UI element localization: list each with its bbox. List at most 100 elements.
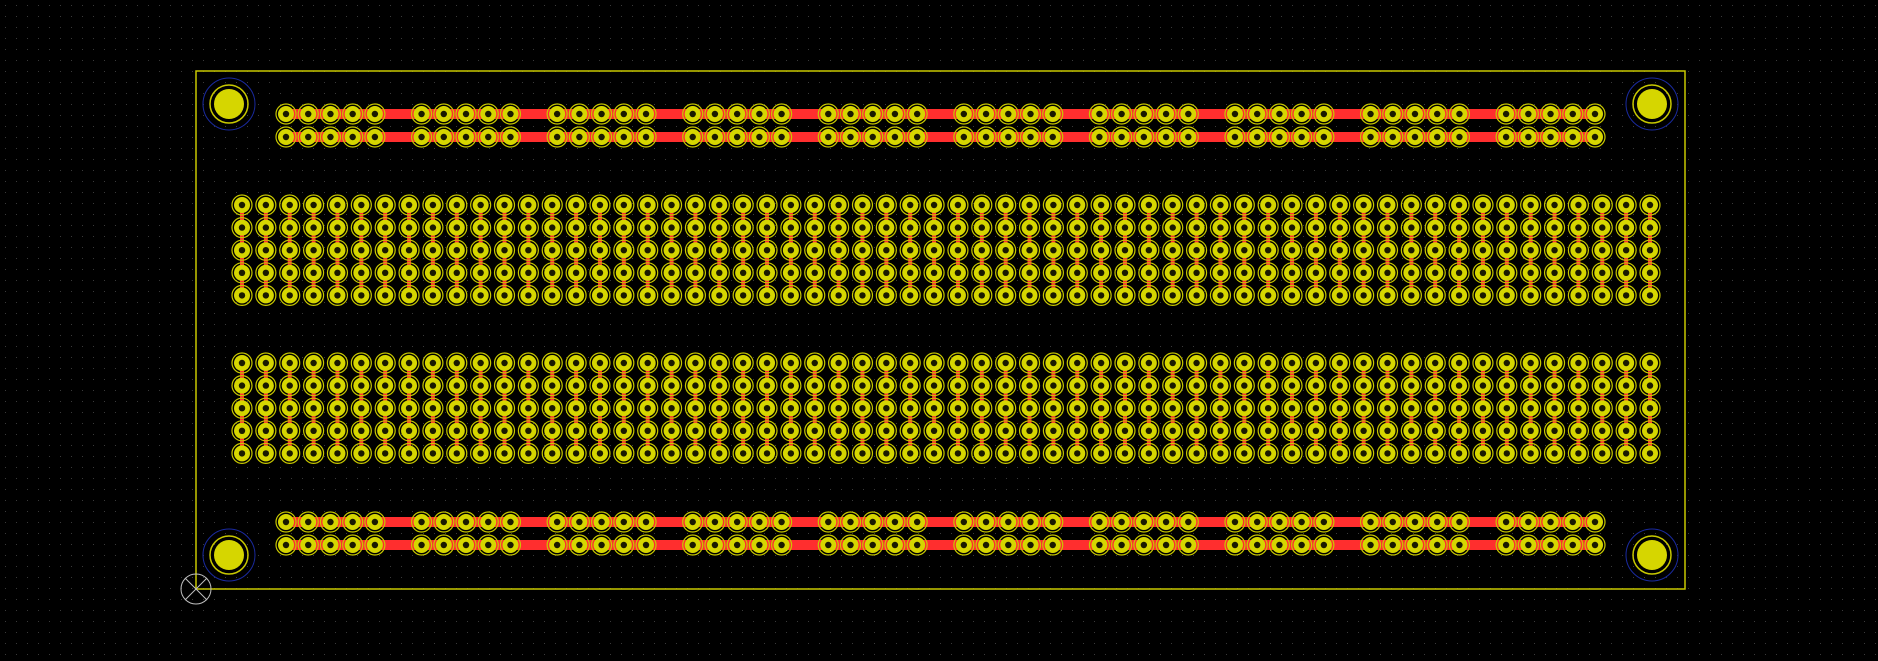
terminal-pad [1233, 284, 1255, 306]
terminal-pad [947, 352, 969, 374]
power-rail-pad [1313, 511, 1335, 533]
terminal-pad [851, 375, 874, 397]
terminal-pad [422, 397, 444, 419]
power-rail-pad [748, 534, 770, 556]
terminal-pad [255, 397, 277, 419]
power-rail-pad [704, 103, 726, 125]
terminal-pad [1185, 442, 1208, 464]
power-rail-pad [613, 511, 635, 533]
terminal-pad [899, 194, 921, 216]
terminal-pad [398, 420, 420, 442]
terminal-pad [756, 420, 778, 442]
power-rail-pad [1177, 126, 1199, 148]
terminal-pad [1567, 217, 1590, 239]
terminal-pad [1233, 352, 1255, 374]
terminal-pad [971, 194, 993, 216]
terminal-pad [493, 352, 516, 374]
terminal-pad [541, 352, 563, 374]
terminal-pad [1233, 420, 1255, 442]
terminal-pad [302, 239, 325, 261]
terminal-pad [995, 375, 1017, 397]
power-rail-pad [1133, 511, 1155, 533]
terminal-pad [899, 397, 921, 419]
terminal-pad [1639, 217, 1661, 239]
power-rail-pad [1042, 103, 1064, 125]
terminal-pad [1591, 239, 1613, 261]
terminal-pad [374, 239, 396, 261]
mounting-hole [202, 77, 256, 131]
power-rail-pad [1111, 511, 1133, 533]
terminal-pad [613, 217, 635, 239]
terminal-pad [398, 217, 420, 239]
terminal-pad [947, 217, 969, 239]
terminal-pad [1162, 284, 1184, 306]
terminal-pad [1042, 352, 1064, 374]
terminal-pad [1066, 352, 1088, 374]
power-rail-pad [884, 534, 906, 556]
terminal-pad [1042, 262, 1064, 284]
terminal-pad [1209, 442, 1232, 464]
power-rail-pad [1155, 511, 1177, 533]
terminal-pad [374, 442, 396, 464]
power-rail-pad [342, 103, 364, 125]
terminal-pad [947, 262, 969, 284]
terminal-pad [1329, 442, 1351, 464]
terminal-pad [660, 284, 683, 306]
terminal-pad [637, 420, 659, 442]
terminal-pad [1305, 397, 1327, 419]
terminal-pad [1543, 397, 1566, 419]
terminal-pad [660, 442, 683, 464]
terminal-pad [350, 217, 372, 239]
power-rail-pad [410, 103, 433, 125]
power-rail-pad [613, 126, 635, 148]
terminal-pad [947, 284, 969, 306]
terminal-pad [1472, 442, 1494, 464]
terminal-pad [756, 262, 778, 284]
origin-marker-icon [180, 573, 212, 605]
terminal-pad [1209, 284, 1232, 306]
terminal-pad [1543, 442, 1566, 464]
terminal-pad [995, 442, 1017, 464]
power-rail-pad [1224, 534, 1246, 556]
terminal-pad [899, 217, 921, 239]
power-rail-pad [275, 511, 297, 533]
power-rail-pad [1495, 126, 1517, 148]
power-rail-pad [568, 534, 590, 556]
terminal-pad [923, 284, 945, 306]
terminal-pad [1353, 442, 1375, 464]
terminal-pad [1329, 284, 1351, 306]
terminal-pad [422, 352, 444, 374]
terminal-pad [1400, 375, 1422, 397]
terminal-pad [923, 352, 945, 374]
terminal-pad [1591, 375, 1613, 397]
terminal-pad [446, 239, 468, 261]
terminal-pad [828, 194, 850, 216]
power-rail-pad [455, 534, 477, 556]
power-rail-pad [499, 534, 522, 556]
terminal-pad [1639, 375, 1661, 397]
power-rail-pad [1539, 126, 1562, 148]
terminal-pad [851, 420, 874, 442]
terminal-pad [1042, 239, 1064, 261]
power-rail-pad [1426, 534, 1448, 556]
power-rail-pad [1448, 103, 1471, 125]
power-rail-pad [410, 126, 433, 148]
terminal-pad [302, 352, 325, 374]
power-rail-pad [590, 103, 613, 125]
terminal-pad [1615, 239, 1637, 261]
terminal-pad [923, 397, 945, 419]
terminal-pad [279, 352, 301, 374]
terminal-pad [1233, 239, 1255, 261]
terminal-pad [1424, 397, 1446, 419]
terminal-pad [660, 352, 683, 374]
terminal-pad [1257, 375, 1279, 397]
terminal-pad [1353, 420, 1375, 442]
power-rail-pad [953, 126, 975, 148]
terminal-pad [565, 397, 587, 419]
terminal-pad [1615, 284, 1637, 306]
terminal-pad [1520, 262, 1542, 284]
power-rail-pad [817, 103, 839, 125]
terminal-pad [470, 352, 492, 374]
